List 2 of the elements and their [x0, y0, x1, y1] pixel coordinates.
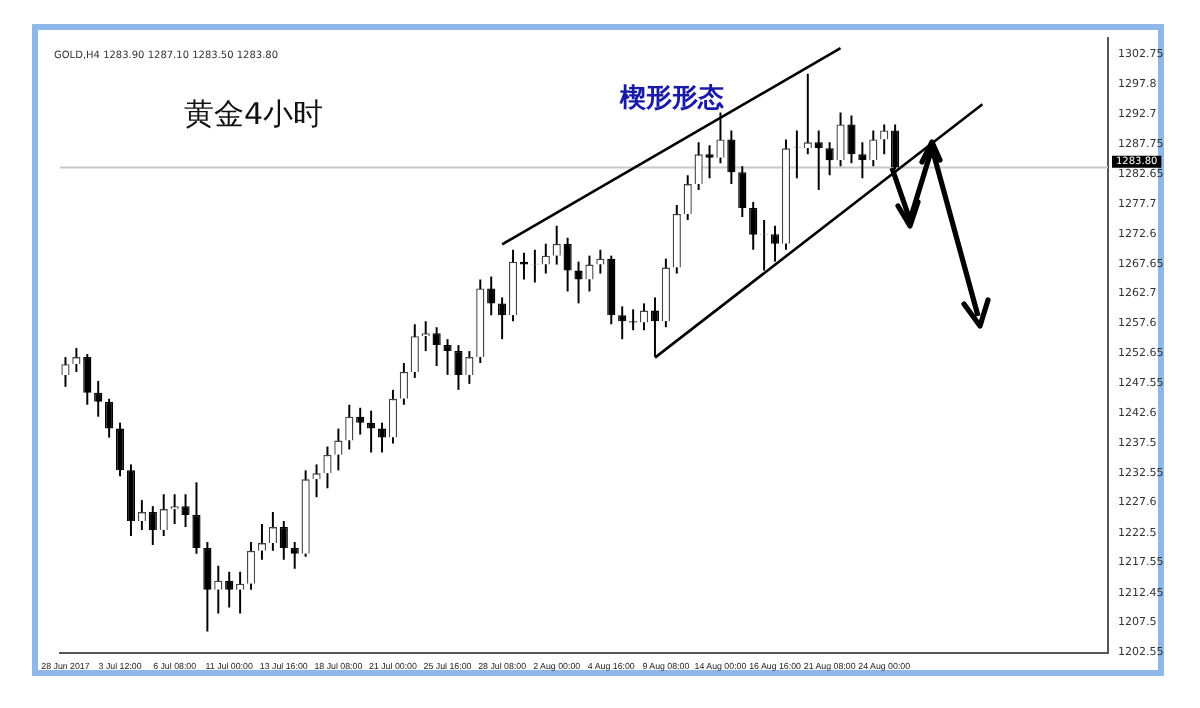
annotation: 黄金4小时 [184, 96, 324, 134]
annotation: 楔形形态 [620, 82, 724, 116]
